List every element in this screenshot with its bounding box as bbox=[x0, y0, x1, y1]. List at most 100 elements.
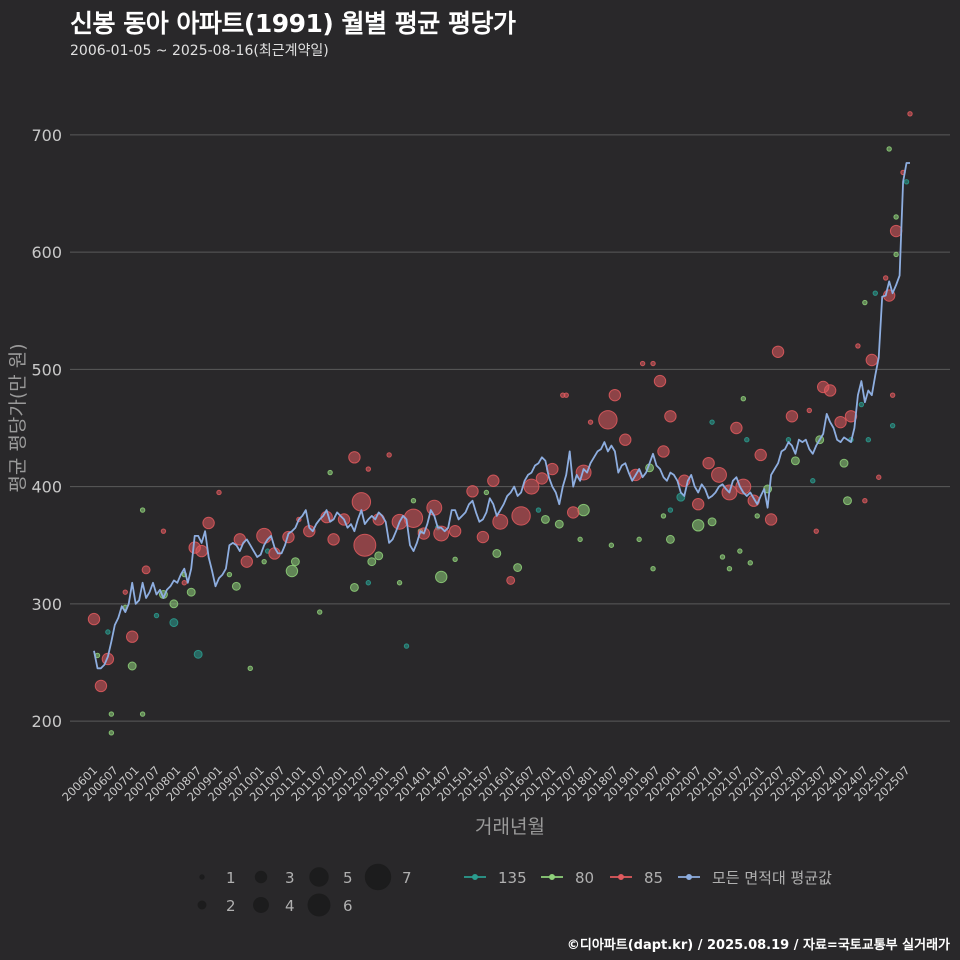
data-point-85 bbox=[487, 474, 500, 487]
data-point-85 bbox=[823, 384, 837, 397]
data-point-135 bbox=[709, 419, 715, 425]
data-point-85 bbox=[889, 224, 903, 238]
size-legend-marker bbox=[253, 897, 269, 913]
data-point-85 bbox=[141, 565, 151, 575]
data-point-80 bbox=[608, 542, 615, 548]
data-point-85 bbox=[785, 410, 799, 423]
data-point-80 bbox=[886, 146, 892, 152]
data-point-80 bbox=[226, 571, 233, 578]
data-point-85 bbox=[492, 513, 509, 530]
data-point-85 bbox=[94, 679, 108, 693]
data-point-85 bbox=[233, 533, 247, 546]
data-point-135 bbox=[667, 507, 674, 513]
size-legend-label: 2 bbox=[226, 897, 236, 915]
data-point-85 bbox=[865, 353, 879, 367]
data-point-85 bbox=[506, 575, 516, 585]
data-point-80 bbox=[139, 507, 146, 513]
data-point-80 bbox=[843, 496, 852, 506]
size-legend-label: 3 bbox=[285, 869, 295, 887]
size-legend-label: 7 bbox=[402, 869, 412, 887]
data-point-85 bbox=[664, 410, 677, 423]
data-point-85 bbox=[353, 533, 377, 557]
data-point-85 bbox=[466, 485, 479, 498]
data-point-85 bbox=[907, 111, 913, 117]
data-point-80 bbox=[660, 513, 667, 519]
series-legend-label: 135 bbox=[498, 869, 527, 887]
data-point-85 bbox=[735, 478, 752, 495]
data-point-135 bbox=[403, 643, 410, 649]
y-tick-label: 400 bbox=[31, 478, 62, 497]
data-point-80 bbox=[719, 554, 726, 560]
data-point-85 bbox=[764, 513, 778, 526]
data-point-85 bbox=[448, 524, 462, 538]
data-point-80 bbox=[317, 609, 323, 615]
data-point-80 bbox=[665, 534, 675, 544]
data-point-85 bbox=[862, 497, 868, 504]
data-point-80 bbox=[893, 214, 899, 220]
series-legend-label: 80 bbox=[575, 869, 594, 887]
data-point-85 bbox=[653, 374, 667, 388]
data-point-85 bbox=[575, 464, 592, 481]
y-tick-label: 500 bbox=[31, 360, 62, 379]
data-point-80 bbox=[367, 557, 377, 567]
data-point-80 bbox=[726, 565, 733, 572]
data-point-80 bbox=[740, 395, 747, 402]
data-point-85 bbox=[535, 472, 549, 485]
data-point-135 bbox=[865, 437, 872, 443]
scatter-points bbox=[87, 111, 913, 736]
data-point-80 bbox=[577, 503, 590, 517]
data-point-85 bbox=[327, 533, 340, 546]
size-legend-label: 6 bbox=[343, 897, 353, 915]
data-point-80 bbox=[747, 560, 753, 566]
size-legend-label: 1 bbox=[226, 869, 236, 887]
data-point-80 bbox=[513, 563, 523, 572]
series-legend-dot bbox=[618, 874, 624, 880]
data-point-85 bbox=[598, 410, 618, 430]
data-point-85 bbox=[523, 478, 540, 495]
data-point-85 bbox=[754, 448, 767, 462]
data-point-85 bbox=[650, 360, 656, 367]
data-point-135 bbox=[858, 401, 865, 408]
data-point-80 bbox=[327, 469, 333, 476]
data-point-85 bbox=[282, 530, 295, 544]
chart-subtitle: 2006-01-05 ~ 2025-08-16(최근계약일) bbox=[70, 43, 329, 59]
data-point-85 bbox=[657, 445, 670, 458]
size-legend-marker bbox=[254, 870, 268, 884]
data-point-85 bbox=[730, 421, 743, 435]
data-point-85 bbox=[855, 343, 861, 349]
series-legend-label: 모든 면적대 평균값 bbox=[712, 869, 832, 887]
data-point-85 bbox=[256, 527, 273, 544]
data-point-85 bbox=[813, 528, 819, 534]
data-point-85 bbox=[351, 492, 372, 512]
data-point-85 bbox=[365, 466, 372, 472]
data-point-80 bbox=[127, 661, 137, 671]
data-point-85 bbox=[563, 392, 569, 398]
data-point-85 bbox=[216, 489, 222, 496]
data-point-85 bbox=[587, 419, 594, 425]
size-legend-marker bbox=[364, 863, 392, 891]
series-legend: 135 80 85 모든 면적대 평균값 bbox=[464, 869, 832, 887]
data-point-85 bbox=[882, 275, 889, 281]
data-point-80 bbox=[554, 519, 564, 529]
data-point-135 bbox=[903, 179, 910, 185]
y-axis-title: 평균 평당가(만 원) bbox=[7, 343, 29, 492]
data-point-85 bbox=[889, 392, 896, 398]
data-point-85 bbox=[619, 433, 632, 446]
data-point-80 bbox=[435, 570, 448, 584]
average-line bbox=[93, 162, 910, 670]
data-point-80 bbox=[577, 536, 583, 543]
data-point-85 bbox=[348, 451, 361, 464]
data-point-85 bbox=[844, 410, 858, 423]
data-point-80 bbox=[790, 456, 800, 466]
grid-lines bbox=[70, 134, 950, 722]
x-axis-title: 거래년월 bbox=[475, 816, 545, 838]
data-point-85 bbox=[702, 456, 715, 470]
data-point-135 bbox=[193, 649, 203, 659]
data-point-85 bbox=[806, 407, 813, 414]
size-legend-marker bbox=[199, 874, 205, 880]
data-point-80 bbox=[893, 251, 899, 258]
data-point-85 bbox=[876, 474, 882, 480]
data-point-80 bbox=[540, 514, 550, 524]
data-point-135 bbox=[105, 629, 111, 635]
